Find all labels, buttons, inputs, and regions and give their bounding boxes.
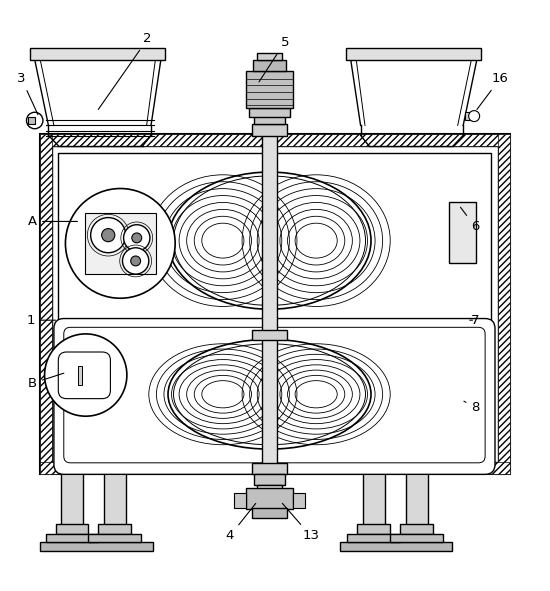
Text: 5: 5 xyxy=(259,35,289,82)
Bar xyxy=(78,366,82,385)
Circle shape xyxy=(123,248,149,274)
Bar xyxy=(40,134,510,146)
Circle shape xyxy=(91,217,126,253)
Bar xyxy=(340,543,452,551)
Text: 4: 4 xyxy=(226,504,256,543)
Bar xyxy=(293,493,305,508)
FancyBboxPatch shape xyxy=(54,319,495,475)
FancyBboxPatch shape xyxy=(58,352,111,399)
Circle shape xyxy=(26,112,43,129)
Circle shape xyxy=(132,233,142,243)
Ellipse shape xyxy=(168,339,371,449)
Bar xyxy=(61,471,83,526)
Bar xyxy=(52,146,498,462)
Bar xyxy=(85,213,156,274)
Ellipse shape xyxy=(168,172,371,309)
Bar xyxy=(40,543,153,551)
Bar xyxy=(28,117,35,124)
Bar xyxy=(390,534,443,543)
Circle shape xyxy=(469,111,480,122)
Bar xyxy=(346,47,481,60)
Text: 16: 16 xyxy=(477,72,508,109)
Bar xyxy=(89,534,141,543)
Bar xyxy=(363,471,384,526)
Bar xyxy=(449,202,476,262)
Bar xyxy=(254,474,285,485)
Text: 1: 1 xyxy=(26,314,56,327)
Bar xyxy=(98,524,131,534)
Bar xyxy=(40,462,510,474)
Bar xyxy=(30,47,166,60)
Bar xyxy=(465,112,475,120)
Bar xyxy=(257,53,282,60)
Bar xyxy=(253,60,286,70)
Bar xyxy=(246,488,293,509)
Bar xyxy=(104,471,126,526)
Bar xyxy=(249,108,290,116)
Ellipse shape xyxy=(173,176,366,306)
Bar xyxy=(234,493,246,508)
Bar xyxy=(498,134,510,474)
Bar xyxy=(246,70,293,108)
Text: B: B xyxy=(28,373,64,390)
Text: 7: 7 xyxy=(470,314,480,327)
Text: A: A xyxy=(28,215,78,228)
Bar xyxy=(254,116,285,124)
Circle shape xyxy=(45,334,127,416)
Text: 8: 8 xyxy=(464,401,480,414)
Circle shape xyxy=(124,225,150,251)
Bar xyxy=(46,534,98,543)
Ellipse shape xyxy=(173,344,366,444)
Bar xyxy=(40,134,52,474)
Bar xyxy=(58,153,491,334)
Bar xyxy=(257,485,282,496)
Bar xyxy=(56,524,89,534)
Circle shape xyxy=(102,229,115,242)
Circle shape xyxy=(65,189,175,298)
Bar xyxy=(252,330,287,340)
Circle shape xyxy=(131,256,141,266)
Bar xyxy=(348,534,400,543)
Bar xyxy=(400,524,433,534)
Text: 6: 6 xyxy=(460,207,480,233)
Bar xyxy=(262,93,277,496)
Bar xyxy=(405,471,427,526)
Text: 3: 3 xyxy=(17,72,38,115)
Text: 13: 13 xyxy=(282,504,319,543)
Bar xyxy=(40,134,510,474)
Bar xyxy=(252,508,287,518)
Bar xyxy=(252,463,287,474)
FancyBboxPatch shape xyxy=(64,327,485,463)
Bar xyxy=(358,524,390,534)
Text: 2: 2 xyxy=(98,33,152,109)
Bar xyxy=(252,124,287,137)
